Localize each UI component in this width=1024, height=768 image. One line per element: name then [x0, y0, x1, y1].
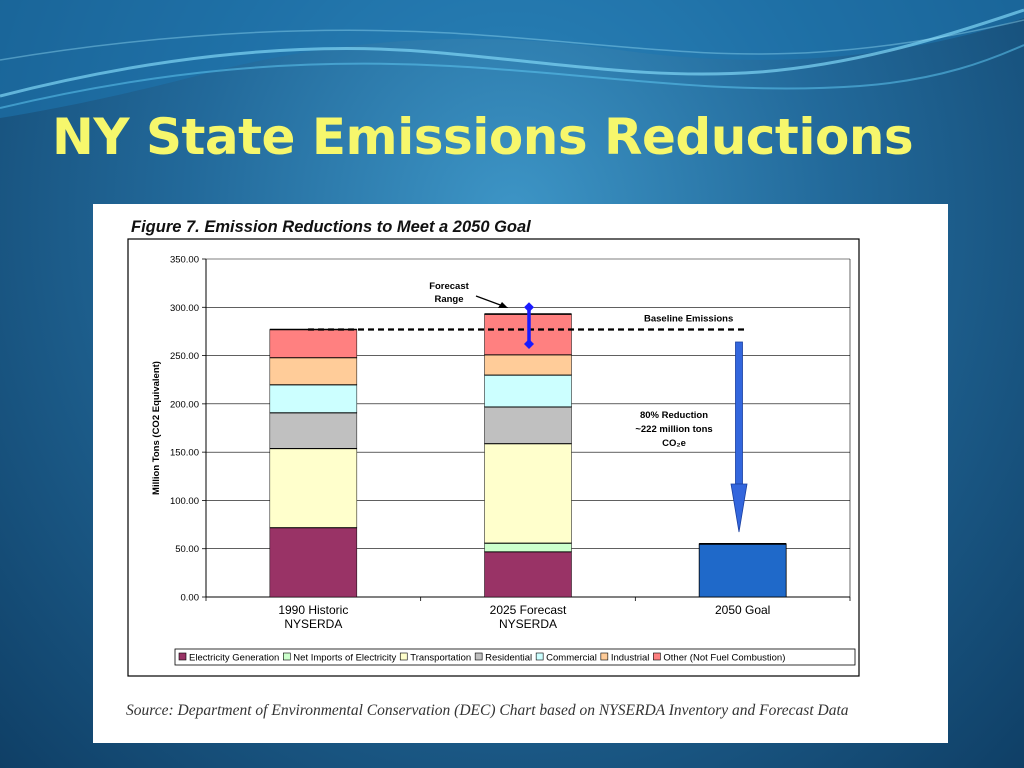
- legend-swatch: [399, 652, 408, 661]
- reduction-arrow-head: [730, 483, 748, 533]
- emissions-chart: Figure 7. Emission Reductions to Meet a …: [127, 218, 860, 677]
- y-tick-label: 100.00: [170, 496, 199, 507]
- reduction-arrow-shaft: [735, 341, 743, 485]
- forecast-range-bottom-marker: [524, 338, 534, 349]
- forecast-range-pointer: [475, 295, 504, 307]
- legend-swatch: [600, 652, 609, 661]
- bar-segment-net-imports-of-electricity: [484, 542, 572, 552]
- figure-card: Figure 7. Emission Reductions to Meet a …: [93, 204, 948, 743]
- y-tick-label: 50.00: [175, 544, 199, 555]
- y-tick-label: 150.00: [170, 448, 199, 459]
- legend-entry: Electricity Generation: [189, 653, 279, 664]
- forecast-range-label: Range: [434, 294, 463, 305]
- bar-2050-goal: [698, 543, 787, 598]
- y-tick-label: 200.00: [170, 399, 199, 410]
- legend-entry: Residential: [485, 653, 532, 664]
- y-tick-label: 300.00: [170, 303, 199, 314]
- x-category-label: 2050 Goal: [715, 603, 770, 617]
- bar-segment-transportation: [269, 448, 358, 528]
- legend-swatch: [282, 652, 291, 661]
- forecast-range-label: Forecast: [429, 281, 469, 292]
- forecast-range-top-marker: [524, 302, 534, 313]
- x-category-label: 2025 Forecast: [490, 603, 567, 617]
- bar-segment-industrial: [269, 357, 358, 385]
- legend-entry: Transportation: [410, 653, 471, 664]
- bar-segment-other-not-fuel-combustion: [269, 329, 358, 358]
- forecast-range-pointer-head: [498, 302, 508, 308]
- legend-entry: Industrial: [611, 653, 650, 664]
- legend-entry: Net Imports of Electricity: [293, 653, 396, 664]
- legend-swatch: [474, 652, 483, 661]
- chart-title: Figure 7. Emission Reductions to Meet a …: [131, 218, 531, 236]
- bar-segment-commercial: [269, 384, 358, 413]
- reduction-label: ~222 million tons: [635, 424, 712, 435]
- legend-swatch: [653, 652, 661, 661]
- y-tick-label: 250.00: [170, 351, 199, 362]
- chart-frame: [127, 238, 860, 677]
- baseline-label: Baseline Emissions: [644, 313, 733, 324]
- legend-entry: Commercial: [546, 653, 597, 664]
- reduction-label: CO₂e: [662, 438, 686, 449]
- legend-swatch: [178, 652, 187, 661]
- bar-segment-electricity-generation: [484, 551, 572, 598]
- y-axis-label: Million Tons (CO2 Equivalent): [151, 361, 162, 495]
- bar-segment-commercial: [484, 374, 572, 408]
- bar-segment-transportation: [484, 443, 572, 544]
- bar-segment-residential: [269, 412, 358, 449]
- legend-swatch: [535, 652, 544, 661]
- x-category-label: NYSERDA: [284, 617, 342, 631]
- reduction-label: 80% Reduction: [640, 410, 708, 421]
- bar-segment-industrial: [484, 354, 572, 376]
- y-tick-label: 0.00: [181, 593, 200, 604]
- slide-title: NY State Emissions Reductions: [52, 108, 914, 166]
- legend-entry: Other (Not Fuel Combustion): [663, 653, 785, 664]
- x-category-label: 1990 Historic: [278, 603, 348, 617]
- x-category-label: NYSERDA: [499, 617, 557, 631]
- bar-segment-electricity-generation: [269, 527, 358, 598]
- bar-segment-residential: [484, 406, 572, 444]
- source-note: Source: Department of Environmental Cons…: [126, 702, 849, 719]
- legend-box: [174, 648, 856, 666]
- y-tick-label: 350.00: [170, 255, 199, 266]
- decorative-waves: [0, 0, 1024, 118]
